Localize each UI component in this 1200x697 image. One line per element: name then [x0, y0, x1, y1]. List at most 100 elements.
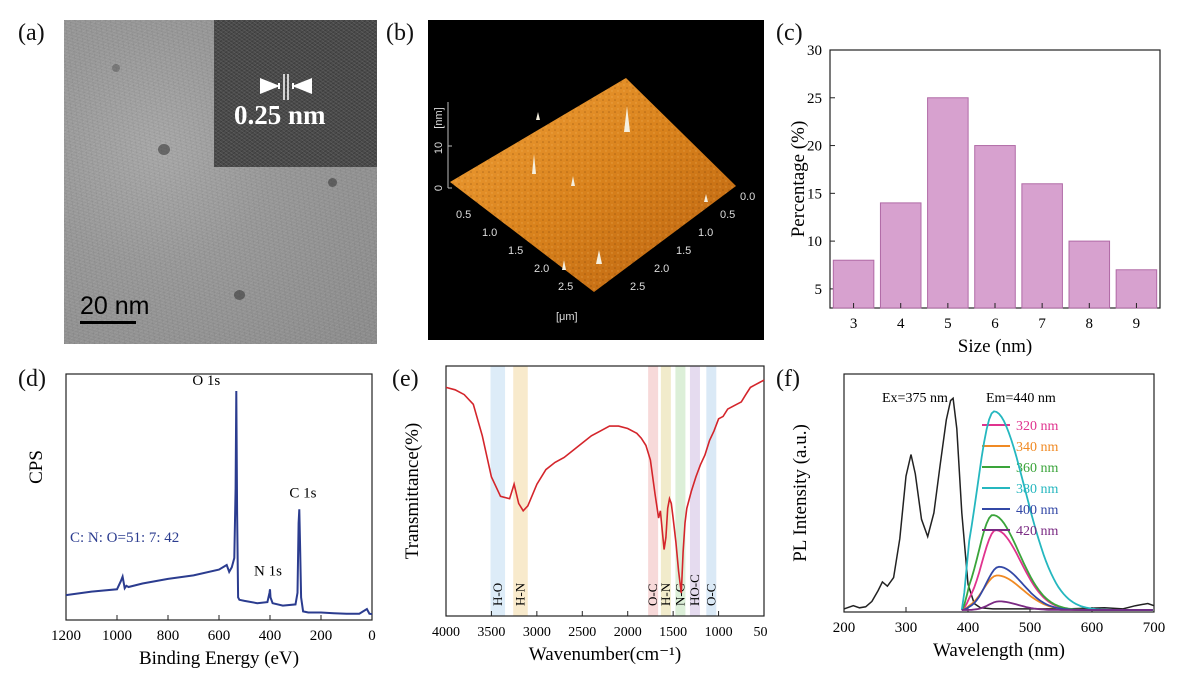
y-tick-label: 25 [807, 91, 822, 107]
assignment-band [513, 366, 528, 616]
afm-z-tick: 0 [433, 185, 445, 191]
legend-label: 400 nm [1016, 503, 1059, 518]
x-tick-label: 500 [754, 625, 769, 640]
x-tick-label: 600 [208, 628, 231, 644]
chart-f-x-axis-label: Wavelength (nm) [933, 640, 1065, 661]
lattice-spacing-label: 0.25 nm [234, 100, 326, 130]
tem-image: 0.25 nm 20 nm [64, 20, 377, 344]
legend-label: 360 nm [1016, 461, 1059, 476]
y-tick-label: 10 [807, 234, 822, 250]
band-label: H-N [513, 582, 528, 606]
excitation-annotation: Ex=375 nm [882, 391, 948, 406]
band-label: HO-C [687, 574, 702, 606]
panel-label-e: (e) [392, 366, 419, 392]
band-label: O-C [645, 584, 660, 606]
hrtem-inset: 0.25 nm [214, 20, 377, 167]
afm-surface: 10 0 [nm] 0.5 1.0 1.5 2.0 2.5 0.0 0.5 1.… [433, 78, 755, 323]
chart-d-axes: 1200 1000 800 600 400 200 0 O 1s N 1s C 1s [51, 373, 376, 644]
emission-annotation: Em=440 nm [986, 391, 1056, 406]
x-tick-label: 1500 [659, 625, 687, 640]
band-label: O-C [703, 584, 718, 606]
assignment-band [675, 366, 686, 616]
nanoparticle [234, 290, 245, 300]
x-tick-label: 5 [944, 316, 952, 332]
histogram-bar [974, 145, 1016, 309]
panel-label-d: (d) [18, 366, 46, 392]
peak-label: C 1s [289, 485, 316, 501]
histogram-bar [879, 202, 922, 309]
pl-spectra-chart: 200 300 400 500 600 700 320 nm 340 nm 360 nm 380 … [790, 373, 1166, 661]
y-tick-label: 15 [807, 186, 822, 202]
nanoparticle [328, 178, 337, 187]
lattice-arrows [260, 74, 312, 100]
xps-survey-line [65, 390, 373, 616]
panel-label-f: (f) [776, 366, 800, 392]
chart-e-y-axis-label: Transmittance(%) [402, 423, 423, 560]
legend-label: 380 nm [1016, 482, 1059, 497]
nanoparticle [112, 64, 120, 72]
afm-z-axis-label: [nm] [433, 107, 445, 128]
chart-f-frame [843, 373, 1155, 613]
chart-e-frame [445, 365, 765, 617]
assignment-band [660, 366, 671, 616]
xps-survey-chart: 1200 1000 800 600 400 200 0 O 1s N 1s C 1s CPS Bi… [26, 373, 376, 668]
chart-e-x-axis-label: Wavenumber(cm⁻¹) [529, 644, 681, 665]
chart-d-x-axis-label: Binding Energy (eV) [139, 648, 299, 668]
legend-label: 340 nm [1016, 440, 1059, 455]
x-tick-label: 7 [1038, 316, 1046, 332]
x-tick-label: 3 [850, 316, 858, 332]
y-tick-label: 5 [815, 282, 823, 298]
x-tick-label: 4 [897, 316, 905, 332]
histogram-bar [927, 97, 969, 309]
afm-x-tick: 0.5 [456, 209, 471, 221]
x-tick-label: 0 [368, 628, 376, 644]
x-tick-label: 4000 [432, 625, 460, 640]
assignment-band [689, 366, 700, 616]
emission-spectrum-line [961, 529, 1153, 611]
scale-bar-label: 20 nm [80, 292, 150, 320]
assignment-band [648, 366, 659, 616]
assignment-band [706, 366, 717, 616]
chart-d-y-axis-label: CPS [26, 450, 47, 484]
x-tick-label: 800 [157, 628, 180, 644]
x-tick-label: 700 [1143, 620, 1166, 636]
x-tick-label: 3000 [523, 625, 551, 640]
afm-xy-axis-label: [μm] [556, 311, 578, 323]
x-tick-label: 500 [1019, 620, 1042, 636]
x-tick-label: 600 [1081, 620, 1104, 636]
afm-x-tick: 1.5 [508, 245, 523, 257]
ftir-spectrum-line [445, 379, 765, 594]
chart-c-y-axis-label: Percentage (%) [788, 121, 809, 238]
peak-label: N 1s [254, 563, 282, 579]
x-tick-label: 6 [991, 316, 999, 332]
chart-f-axes: 200 300 400 500 600 700 320 nm 340 nm 360 nm 380 … [833, 373, 1166, 636]
histogram-bar [1021, 183, 1063, 309]
band-label: N-C [672, 584, 687, 606]
afm-x-tick: 2.0 [534, 263, 549, 275]
chart-f-y-axis-label: PL Intensity (a.u.) [790, 424, 811, 562]
arrow-left-icon [292, 78, 312, 94]
x-tick-label: 2500 [568, 625, 596, 640]
x-tick-label: 1000 [705, 625, 733, 640]
excitation-spectrum-line [843, 396, 1155, 610]
histogram-bar [1115, 269, 1158, 309]
afm-y-tick: 0.0 [740, 191, 755, 203]
histogram-bar [1068, 240, 1111, 309]
chart-c-axes: 5 10 15 20 25 30 3 4 5 6 7 8 9 [807, 43, 1161, 332]
afm-z-tick: 10 [433, 142, 445, 154]
afm-y-tick: 0.5 [720, 209, 735, 221]
elemental-ratio-annotation: C: N: O=51: 7: 42 [70, 530, 179, 546]
peak-label: O 1s [192, 373, 220, 389]
x-tick-label: 2000 [614, 625, 642, 640]
x-tick-label: 1200 [51, 628, 81, 644]
x-tick-label: 3500 [477, 625, 505, 640]
x-tick-label: 200 [310, 628, 333, 644]
legend-label: 420 nm [1016, 524, 1059, 539]
emission-spectrum-line [961, 600, 1153, 611]
afm-y-tick: 2.0 [654, 263, 669, 275]
panel-label-c: (c) [776, 20, 803, 46]
afm-image: 10 0 [nm] 0.5 1.0 1.5 2.0 2.5 0.0 0.5 1.… [428, 20, 764, 340]
afm-y-tick: 2.5 [630, 281, 645, 293]
